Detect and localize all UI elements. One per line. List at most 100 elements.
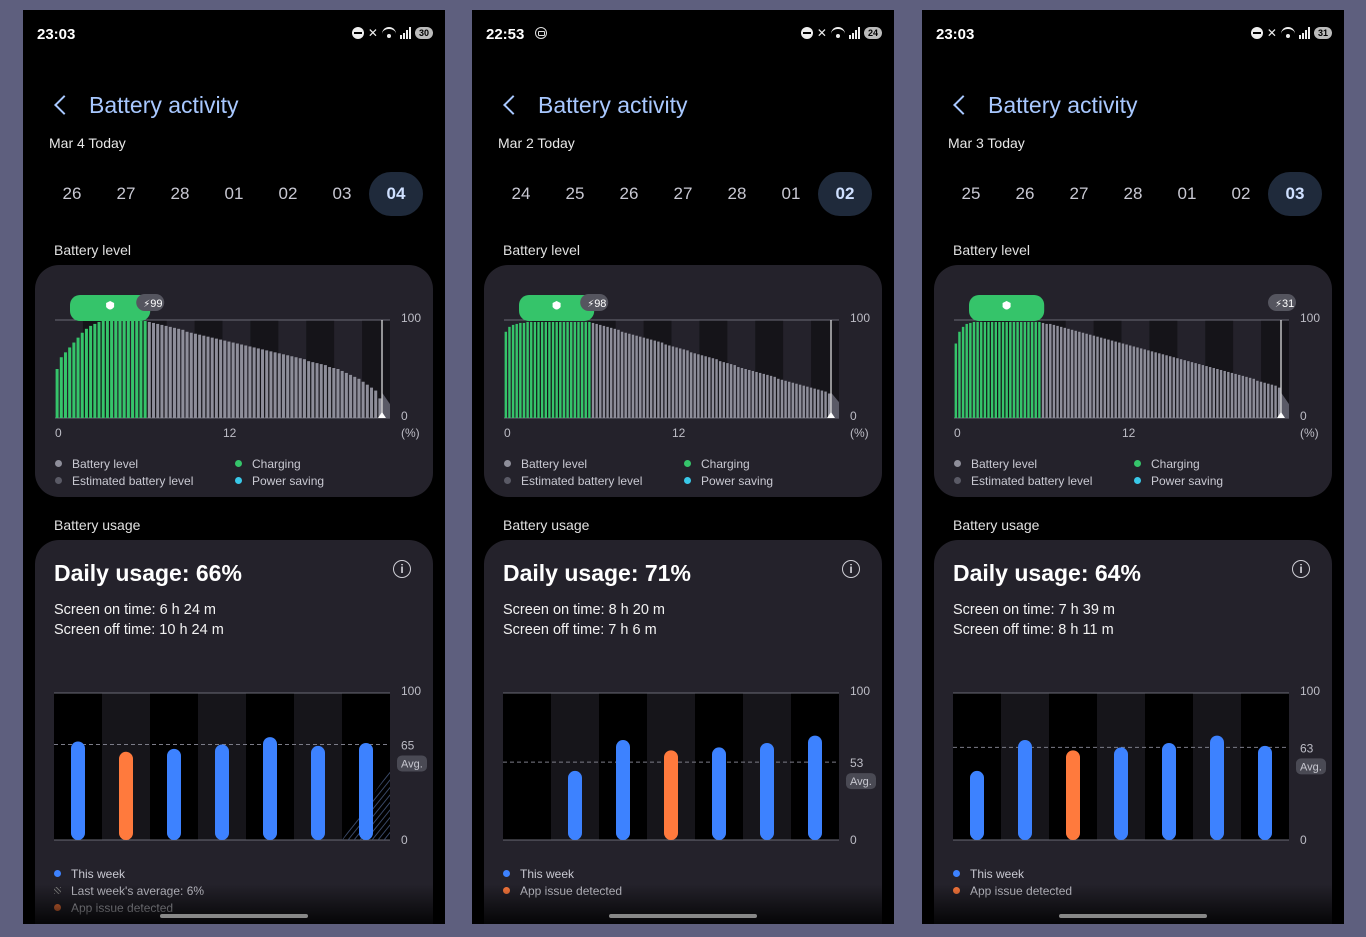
info-icon[interactable]: i bbox=[393, 560, 411, 578]
home-indicator[interactable] bbox=[1059, 914, 1207, 918]
battery-level-bar bbox=[809, 387, 813, 418]
battery-level-bar bbox=[827, 393, 831, 418]
dnd-icon bbox=[351, 27, 364, 39]
charging-bar bbox=[562, 321, 566, 418]
battery-level-bar bbox=[751, 370, 755, 418]
info-icon[interactable]: i bbox=[1292, 560, 1310, 578]
page-title: Battery activity bbox=[988, 92, 1138, 118]
battery-level-bar bbox=[1234, 373, 1237, 418]
battery-level-bar bbox=[281, 354, 285, 418]
battery-level-card: ⚡ 31 100 0 (%) 0 12 Battery level Charging Est… bbox=[934, 265, 1332, 497]
battery-level-bar bbox=[286, 355, 290, 418]
date-01[interactable]: 01 bbox=[224, 184, 244, 203]
battery-indicator: 24 bbox=[863, 27, 882, 39]
chevron-left-icon[interactable] bbox=[502, 92, 518, 118]
date-03[interactable]: 03 bbox=[1268, 172, 1322, 216]
date-28[interactable]: 28 bbox=[170, 184, 190, 203]
battery-level-bar bbox=[817, 389, 820, 418]
battery-level-bar bbox=[1129, 345, 1132, 418]
info-icon[interactable]: i bbox=[842, 560, 860, 578]
selected-date-label: Mar 2 Today bbox=[498, 135, 575, 151]
app-header: Battery activity bbox=[23, 80, 445, 130]
battery-level-bar bbox=[777, 378, 780, 418]
hatch-line bbox=[396, 765, 433, 840]
battery-level-bar bbox=[1107, 339, 1110, 418]
charging-bar bbox=[143, 320, 147, 418]
screen-off-time: Screen off time: 8 h 11 m bbox=[953, 622, 1114, 638]
date-28[interactable]: 28 bbox=[727, 184, 747, 203]
usage-bar bbox=[71, 741, 85, 840]
screen-on-time: Screen on time: 6 h 24 m bbox=[54, 602, 216, 618]
daily-usage: Daily usage: 64% bbox=[953, 560, 1141, 586]
date-28[interactable]: 28 bbox=[1123, 184, 1143, 203]
battery-level-bar bbox=[1103, 338, 1106, 418]
date-01[interactable]: 01 bbox=[1177, 184, 1197, 203]
date-02[interactable]: 02 bbox=[278, 184, 298, 203]
battery-level-bar bbox=[1256, 380, 1259, 418]
home-indicator[interactable] bbox=[609, 914, 757, 918]
date-27[interactable]: 27 bbox=[116, 184, 136, 203]
date-26[interactable]: 26 bbox=[1015, 184, 1035, 203]
charging-bar bbox=[80, 332, 84, 418]
date-27[interactable]: 27 bbox=[1069, 184, 1089, 203]
date-27[interactable]: 27 bbox=[673, 184, 693, 203]
bolt-icon: ⚡ bbox=[587, 299, 594, 310]
status-time: 22:53 bbox=[486, 26, 525, 43]
usage-legend-item: This week bbox=[953, 867, 1313, 884]
y-tick-0: 0 bbox=[1300, 833, 1307, 847]
date-26[interactable]: 26 bbox=[62, 184, 82, 203]
battery-level-bar bbox=[682, 349, 686, 418]
hatch-line bbox=[347, 770, 390, 840]
status-time: 23:03 bbox=[936, 26, 975, 43]
battery-level-bar bbox=[202, 335, 206, 418]
battery-level-legend: Battery level Charging Estimated battery… bbox=[954, 457, 1314, 491]
date-25[interactable]: 25 bbox=[961, 184, 981, 203]
focus-icon bbox=[535, 27, 547, 39]
battery-level-bar bbox=[340, 370, 344, 418]
charging-bar bbox=[972, 321, 976, 418]
battery-level-bar bbox=[277, 353, 281, 418]
battery-level-bar bbox=[223, 340, 227, 418]
battery-indicator: 31 bbox=[1313, 27, 1332, 39]
battery-level-bar bbox=[788, 381, 791, 418]
legend-dot bbox=[503, 887, 510, 894]
usage-bar bbox=[1162, 742, 1176, 840]
battery-level-bar bbox=[315, 363, 319, 418]
daily-usage: Daily usage: 66% bbox=[54, 560, 242, 586]
date-26[interactable]: 26 bbox=[619, 184, 639, 203]
screen-on-time: Screen on time: 7 h 39 m bbox=[953, 602, 1115, 618]
screen-off-time: Screen off time: 7 h 6 m bbox=[503, 622, 657, 638]
chevron-left-icon[interactable] bbox=[53, 92, 69, 118]
y-tick-0: 0 bbox=[401, 409, 408, 423]
charging-bar bbox=[110, 320, 114, 418]
date-24[interactable]: 24 bbox=[511, 184, 531, 203]
charging-bar bbox=[504, 331, 508, 418]
usage-legend-item: App issue detected bbox=[953, 884, 1313, 901]
date-02[interactable]: 02 bbox=[1231, 184, 1251, 203]
battery-level-bar bbox=[1078, 331, 1081, 418]
battery-level-bar bbox=[679, 348, 682, 418]
charging-bar bbox=[566, 321, 569, 418]
battery-level-bar bbox=[1041, 322, 1045, 418]
battery-level-bar bbox=[147, 321, 151, 418]
battery-level-bar bbox=[248, 346, 252, 418]
battery-level-bar bbox=[160, 324, 164, 418]
charge-marker-value: 98 bbox=[594, 298, 606, 310]
date-03[interactable]: 03 bbox=[332, 184, 352, 203]
chevron-left-icon[interactable] bbox=[952, 92, 968, 118]
battery-level-bar bbox=[1092, 335, 1096, 418]
x-tick-0: 0 bbox=[504, 426, 511, 440]
home-indicator[interactable] bbox=[160, 914, 308, 918]
battery-level-bar bbox=[198, 334, 202, 418]
battery-level-bar bbox=[1201, 365, 1205, 418]
date-01[interactable]: 01 bbox=[781, 184, 801, 203]
status-icons: ✕ 31 bbox=[1250, 24, 1332, 42]
date-04[interactable]: 04 bbox=[369, 172, 423, 216]
battery-level-bar bbox=[711, 358, 715, 418]
battery-level-bar bbox=[653, 340, 656, 418]
date-25[interactable]: 25 bbox=[565, 184, 585, 203]
date-selector: 25 26 27 28 01 02 03 bbox=[944, 172, 1324, 216]
date-02[interactable]: 02 bbox=[818, 172, 872, 216]
battery-level-bar bbox=[1074, 330, 1077, 418]
battery-level-bar bbox=[606, 326, 609, 418]
